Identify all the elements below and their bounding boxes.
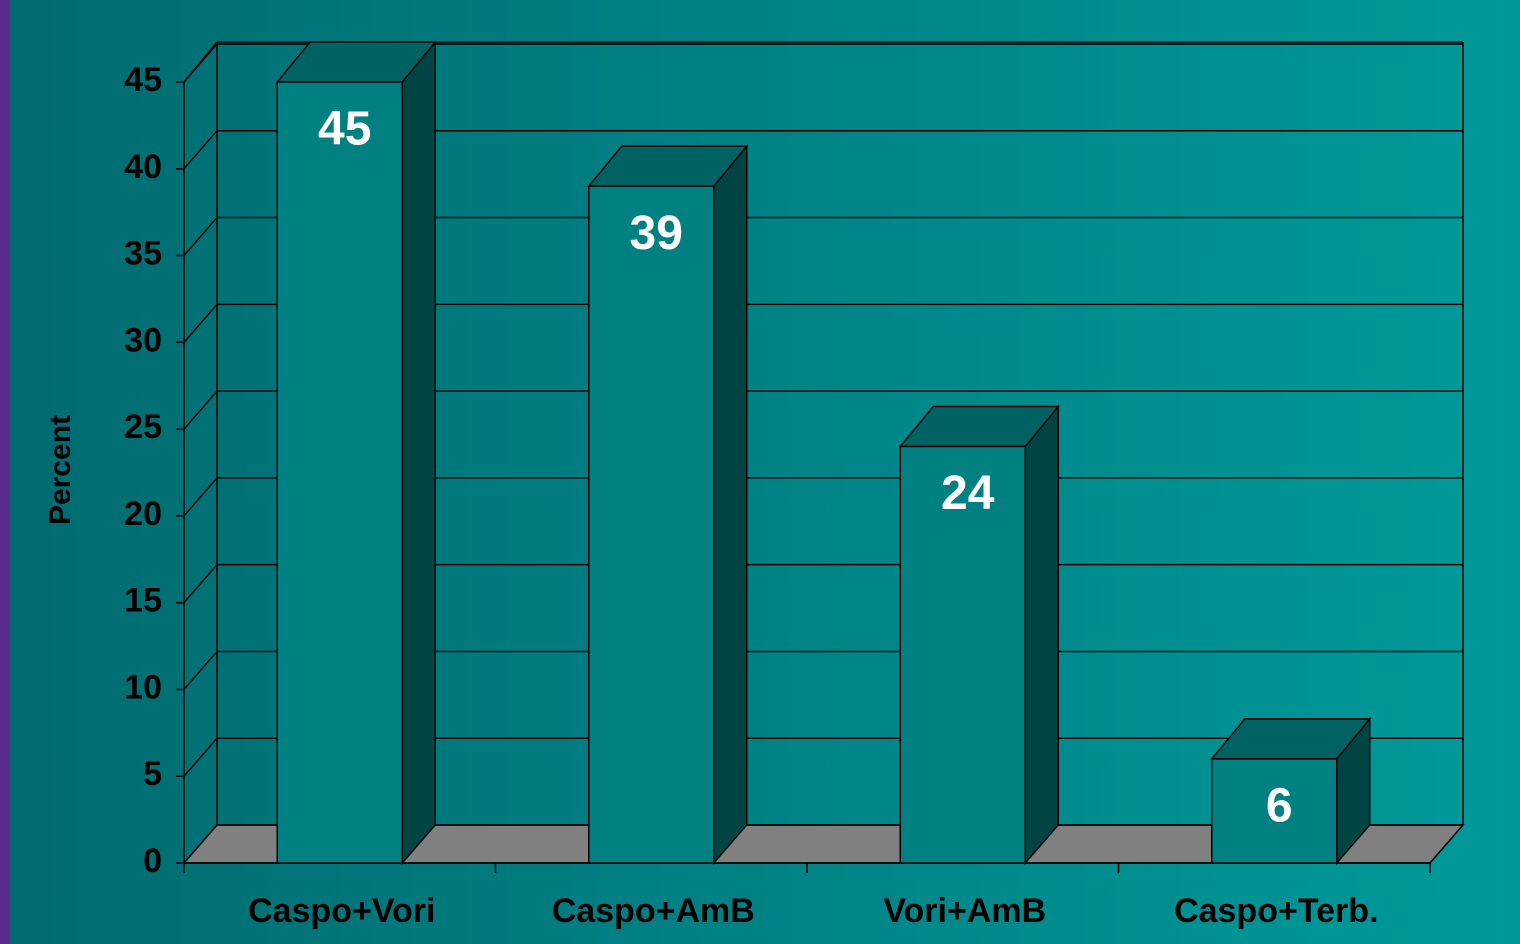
grid-line bbox=[183, 130, 218, 170]
x-tick-label: Caspo+AmB bbox=[552, 892, 755, 930]
y-tick-label: 30 bbox=[124, 321, 162, 359]
grid-line bbox=[183, 650, 218, 690]
y-axis-label: Percent bbox=[44, 415, 77, 525]
grid-line bbox=[183, 564, 218, 604]
grid-line bbox=[183, 824, 218, 864]
side-stripe bbox=[0, 0, 10, 944]
value-label: 6 bbox=[1266, 780, 1293, 833]
bar bbox=[899, 445, 1026, 864]
y-tick-label: 25 bbox=[124, 408, 162, 446]
y-tick-label: 10 bbox=[124, 668, 162, 706]
y-tick-label: 0 bbox=[143, 842, 162, 880]
bar-side bbox=[713, 144, 748, 866]
y-tick-label: 35 bbox=[124, 235, 162, 273]
grid-line bbox=[183, 217, 218, 257]
x-tick-label: Caspo+Vori bbox=[248, 892, 435, 930]
bar bbox=[588, 185, 715, 864]
x-tick-label: Vori+AmB bbox=[883, 892, 1046, 930]
y-tick-label: 45 bbox=[124, 61, 162, 99]
bar-side bbox=[1024, 404, 1059, 866]
y-tick-label: 5 bbox=[143, 755, 162, 793]
y-tick-label: 20 bbox=[124, 495, 162, 533]
grid-line bbox=[183, 303, 218, 343]
bar-side bbox=[401, 39, 436, 866]
value-label: 39 bbox=[630, 207, 683, 260]
bar bbox=[276, 81, 403, 864]
grid-line bbox=[183, 43, 218, 83]
y-tick-label: 15 bbox=[124, 582, 162, 620]
value-label: 24 bbox=[941, 467, 995, 520]
grid-line bbox=[183, 477, 218, 517]
y-tick-label: 40 bbox=[124, 148, 162, 186]
bar bbox=[1211, 758, 1338, 864]
value-label: 45 bbox=[318, 103, 371, 156]
grid-line bbox=[183, 390, 218, 430]
grid-line bbox=[183, 737, 218, 777]
x-tick-label: Caspo+Terb. bbox=[1174, 892, 1378, 930]
